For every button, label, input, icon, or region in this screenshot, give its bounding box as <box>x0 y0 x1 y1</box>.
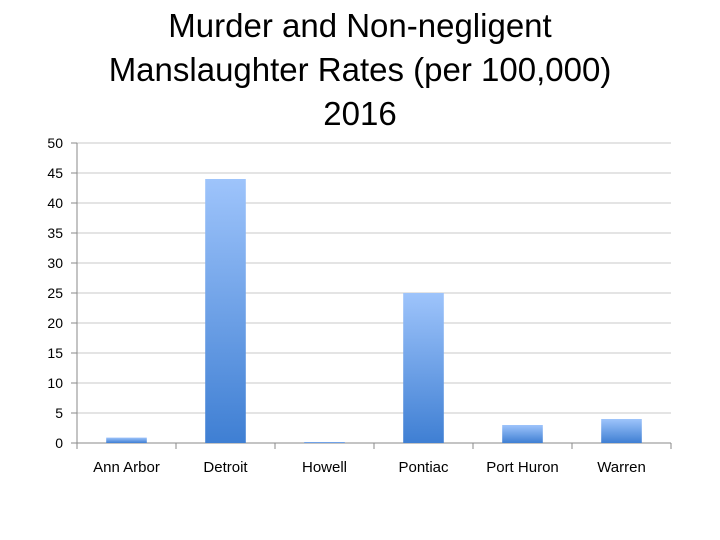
y-tick-label: 20 <box>47 315 63 331</box>
y-tick-label: 15 <box>47 345 63 361</box>
bar-port-huron <box>502 425 543 443</box>
bars <box>106 179 642 443</box>
chart-title-line-1: Murder and Non-negligent <box>168 7 552 44</box>
y-tick-label: 40 <box>47 195 63 211</box>
bar-howell <box>304 442 345 443</box>
y-tick-label: 10 <box>47 375 63 391</box>
y-tick-labels: 0 5 10 15 20 25 30 35 40 45 50 <box>47 135 63 451</box>
x-category-label: Howell <box>302 459 347 476</box>
x-category-labels: Ann Arbor Detroit Howell Pontiac Port Huron W… <box>93 459 646 476</box>
x-category-label: Port Huron <box>486 459 559 476</box>
y-tick-label: 25 <box>47 285 63 301</box>
bar-detroit <box>205 179 246 443</box>
y-tick-label: 45 <box>47 165 63 181</box>
bar-warren <box>601 419 642 443</box>
x-category-label: Detroit <box>203 459 248 476</box>
axes <box>71 142 672 449</box>
chart-title-line-2: Manslaughter Rates (per 100,000) <box>108 51 612 88</box>
x-category-label: Ann Arbor <box>93 459 160 476</box>
x-category-label: Warren <box>597 459 646 476</box>
bar-ann-arbor <box>106 437 147 443</box>
bar-pontiac <box>403 293 444 443</box>
y-tick-label: 5 <box>55 405 63 421</box>
x-category-label: Pontiac <box>398 459 449 476</box>
y-tick-label: 35 <box>47 225 63 241</box>
chart-title: Murder and Non-negligent Manslaughter Ra… <box>0 4 720 136</box>
y-tick-label: 50 <box>47 135 63 151</box>
chart-title-line-3: 2016 <box>323 95 397 132</box>
y-tick-label: 0 <box>55 435 63 451</box>
grid-lines <box>77 142 671 414</box>
y-tick-label: 30 <box>47 255 63 271</box>
